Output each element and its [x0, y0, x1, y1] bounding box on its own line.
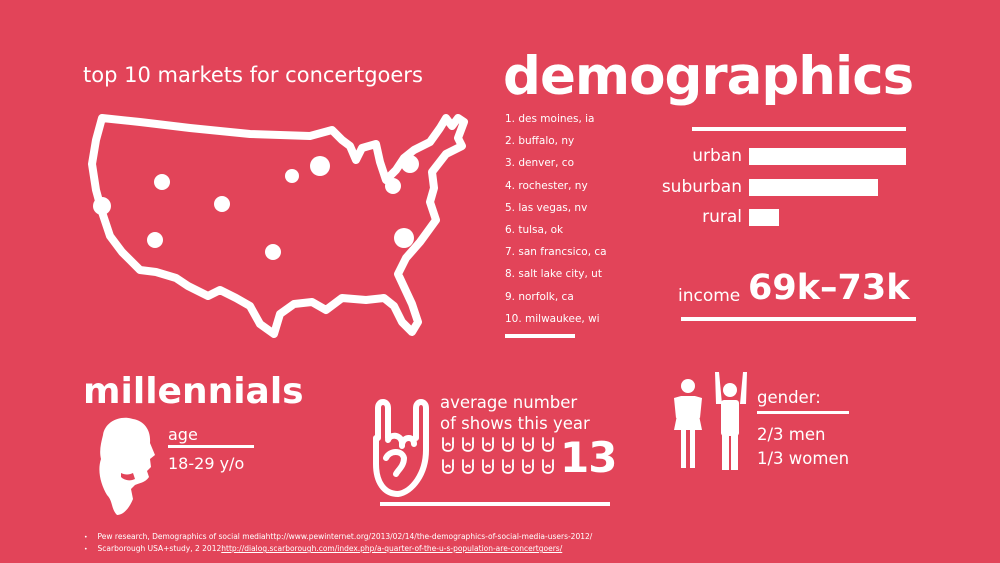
market-dot	[147, 232, 163, 248]
list-item: 1. des moines, ia	[505, 113, 595, 125]
bearded-head-icon	[99, 417, 155, 515]
list-divider	[505, 334, 575, 338]
show-mini-icon	[520, 436, 536, 452]
list-item: 10. milwaukee, wi	[505, 312, 600, 325]
area-bar	[749, 147, 906, 165]
source-item: Scarborough USA+study, 2 2012http://dial…	[84, 543, 592, 555]
show-mini-icon	[500, 458, 516, 474]
shows-divider	[380, 502, 610, 506]
show-mini-icon	[540, 436, 556, 452]
show-mini-icon	[460, 436, 476, 452]
source-item: Pew research, Demographics of social med…	[84, 531, 593, 543]
rock-hand-icon	[373, 399, 429, 497]
demographics-divider	[692, 127, 906, 131]
market-dot	[265, 244, 281, 260]
age-value: 18-29 y/o	[168, 454, 245, 473]
gender-divider	[757, 411, 849, 414]
income-label: income	[678, 286, 741, 306]
area-bar	[749, 208, 779, 226]
area-label: urban	[692, 146, 742, 166]
shows-value: 13	[560, 433, 617, 482]
market-dot	[394, 228, 414, 248]
list-item: 8. salt lake city, ut	[505, 268, 602, 281]
area-bar	[749, 178, 878, 196]
show-mini-icon	[520, 458, 536, 474]
shows-title: average number of shows this year	[440, 392, 630, 434]
list-item: 4. rochester, ny	[505, 179, 588, 192]
show-mini-icon	[500, 436, 516, 452]
list-item: 2. buffalo, ny	[505, 135, 575, 148]
market-list: 1. des moines, ia 2. buffalo, ny 3. denv…	[505, 112, 607, 334]
market-dot	[93, 197, 111, 215]
show-mini-icon	[540, 458, 556, 474]
show-mini-icon	[440, 436, 456, 452]
market-dot	[401, 155, 419, 173]
list-item: 9. norfolk, ca	[505, 290, 574, 303]
area-row-rural: rural	[600, 206, 779, 228]
map-title: top 10 markets for concertgoers	[83, 63, 423, 87]
market-dot	[285, 169, 299, 183]
show-mini-icon	[480, 458, 496, 474]
market-dot	[385, 178, 401, 194]
shows-title-line: average number	[440, 393, 578, 412]
show-mini-icon	[440, 458, 456, 474]
gender-women: 1/3 women	[757, 449, 850, 468]
show-mini-icon	[460, 458, 476, 474]
market-dot	[310, 156, 330, 176]
millennials-title: millennials	[83, 371, 304, 412]
list-item: 7. san francsico, ca	[505, 246, 607, 259]
list-item: 5. las vegas, nv	[505, 201, 588, 214]
market-dot	[154, 174, 170, 190]
list-item: 3. denver, co	[505, 157, 574, 170]
gender-men: 2/3 men	[757, 425, 826, 444]
source-text: Pew research, Demographics of social med…	[97, 532, 593, 541]
source-text: Scarborough USA+study, 2 2012	[97, 544, 222, 553]
age-divider	[168, 445, 254, 448]
market-dots	[93, 155, 419, 260]
source-list: Pew research, Demographics of social med…	[84, 531, 593, 555]
area-label: suburban	[661, 177, 742, 197]
gender-icon	[674, 372, 747, 470]
area-label: rural	[702, 207, 742, 227]
gender-title: gender:	[757, 388, 821, 407]
us-outline	[88, 114, 468, 338]
list-item: 6. tulsa, ok	[505, 223, 564, 236]
show-mini-icon	[480, 436, 496, 452]
demographics-title: demographics	[503, 46, 914, 107]
area-row-suburban: suburban	[600, 176, 878, 198]
age-label: age	[168, 425, 198, 444]
area-row-urban: urban	[600, 145, 906, 167]
us-map-icon	[88, 114, 468, 338]
market-dot	[214, 196, 230, 212]
shows-title-line: of shows this year	[440, 414, 590, 433]
income-divider	[681, 317, 916, 321]
income-value: 69k–73k	[748, 268, 910, 308]
source-link[interactable]: http://dialog.scarborough.com/index.php/…	[221, 544, 563, 553]
